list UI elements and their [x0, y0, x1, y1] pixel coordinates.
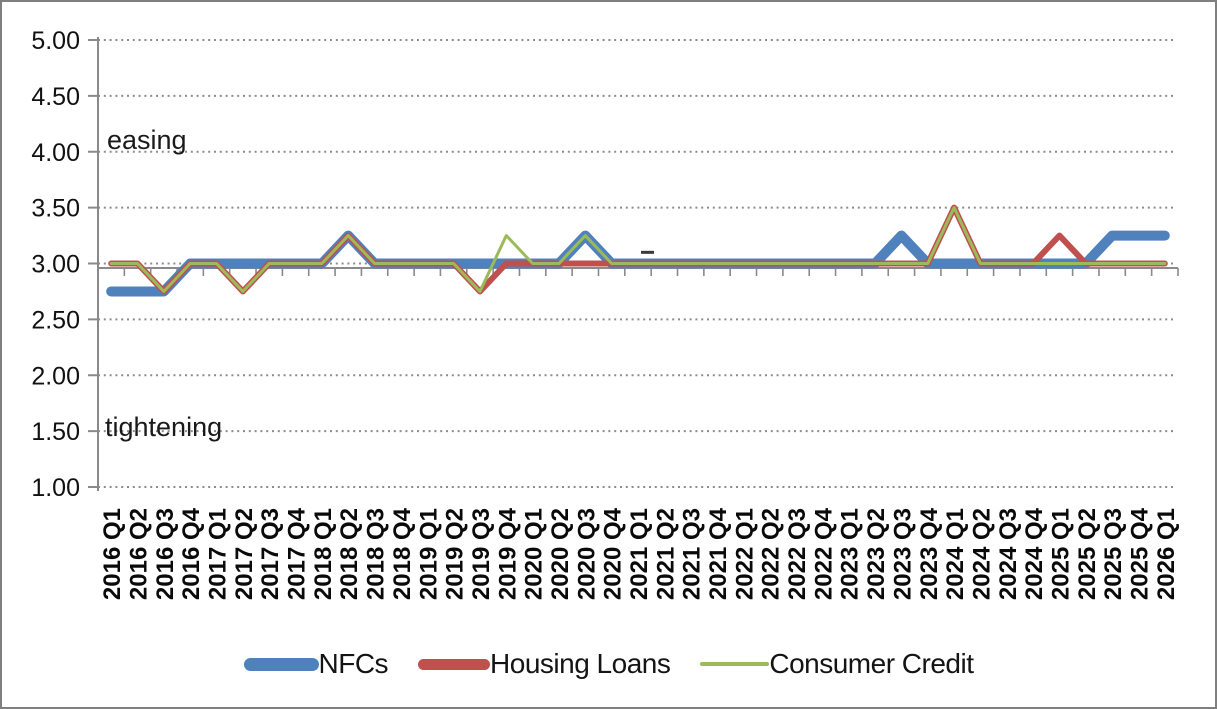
x-axis-label: 2016 Q3	[152, 508, 179, 600]
x-axis-label: 2024 Q2	[968, 508, 995, 600]
tightening-annotation: tightening	[105, 412, 222, 442]
x-axis-label: 2022 Q4	[810, 507, 837, 600]
x-axis-label: 2019 Q3	[468, 508, 495, 600]
x-axis-label: 2016 Q2	[126, 508, 153, 600]
x-axis-label: 2018 Q3	[363, 508, 390, 600]
x-axis-label: 2021 Q3	[679, 508, 706, 600]
x-axis-label: 2023 Q2	[863, 508, 890, 600]
x-axis-label: 2022 Q1	[731, 508, 758, 600]
y-axis-label: 3.50	[31, 195, 80, 223]
x-axis-label: 2019 Q1	[415, 508, 442, 600]
y-axis-label: 1.00	[31, 474, 80, 502]
y-axis-label: 4.50	[31, 83, 80, 111]
x-axis-label: 2024 Q4	[1021, 507, 1048, 600]
x-axis-label: 2023 Q1	[837, 508, 864, 600]
y-axis-label: 2.00	[31, 362, 80, 390]
y-axis-label: 5.00	[31, 27, 80, 55]
y-axis-label: 3.00	[31, 251, 80, 279]
x-axis-label: 2017 Q1	[205, 508, 232, 600]
x-axis-label: 2022 Q2	[758, 508, 785, 600]
x-axis-label: 2021 Q2	[652, 508, 679, 600]
legend-label-consumer-credit: Consumer Credit	[769, 648, 974, 679]
legend-label-housing-loans: Housing Loans	[490, 648, 671, 679]
x-axis-label: 2016 Q4	[178, 507, 205, 600]
x-axis-label: 2020 Q1	[521, 508, 548, 600]
x-axis-label: 2023 Q3	[889, 508, 916, 600]
x-axis-label: 2016 Q1	[99, 508, 126, 600]
series-line-consumer-credit	[109, 206, 1167, 293]
nfcs-line-swatch-icon	[243, 657, 319, 671]
legend-item-consumer-credit: Consumer Credit	[700, 648, 974, 679]
legend-label-nfcs: NFCs	[318, 648, 389, 679]
x-axis-label: 2019 Q2	[442, 508, 469, 600]
x-axis-label: 2025 Q4	[1126, 507, 1153, 600]
x-axis-label: 2025 Q2	[1074, 508, 1101, 600]
x-axis-label: 2021 Q4	[705, 507, 732, 600]
x-axis-label: 2020 Q2	[547, 508, 574, 600]
series-line-housing-loans	[108, 204, 1168, 295]
chart-legend: NFCs Housing Loans Consumer Credit	[2, 642, 1215, 686]
x-axis-label: 2018 Q1	[310, 508, 337, 600]
bank-lending-standards-chart: 5.00 4.50 4.00 3.50 3.00 2.50 2.00 1.50 1.00 easi…	[31, 27, 1180, 600]
x-axis-label: 2022 Q3	[784, 508, 811, 600]
x-axis-label: 2025 Q1	[1047, 508, 1074, 600]
y-axis-label: 2.50	[31, 306, 80, 334]
x-axis-label: 2017 Q3	[257, 508, 284, 600]
x-axis-label: 2017 Q4	[284, 507, 311, 600]
y-axis-label: 1.50	[31, 418, 80, 446]
legend-item-housing-loans: Housing Loans	[418, 648, 671, 679]
x-axis-label: 2019 Q4	[494, 507, 521, 600]
y-axis-label: 4.00	[31, 139, 80, 167]
housing-loans-line-swatch-icon	[418, 658, 491, 670]
x-axis-label: 2017 Q2	[231, 508, 258, 600]
x-axis-label: 2023 Q4	[916, 507, 943, 600]
legend-item-nfcs: NFCs	[243, 648, 389, 679]
x-axis-label: 2024 Q3	[995, 508, 1022, 600]
easing-annotation: easing	[107, 125, 187, 155]
consumer-credit-line-swatch-icon	[700, 662, 770, 666]
x-axis-label: 2021 Q1	[626, 508, 653, 600]
x-axis-label: 2024 Q1	[942, 508, 969, 600]
x-axis-label: 2018 Q2	[336, 508, 363, 600]
x-axis-label: 2020 Q4	[600, 507, 627, 600]
x-axis-label: 2025 Q3	[1100, 508, 1127, 600]
x-axis-label: 2020 Q3	[573, 508, 600, 600]
x-axis-label: 2026 Q1	[1153, 508, 1180, 600]
x-axis-label: 2018 Q4	[389, 507, 416, 600]
